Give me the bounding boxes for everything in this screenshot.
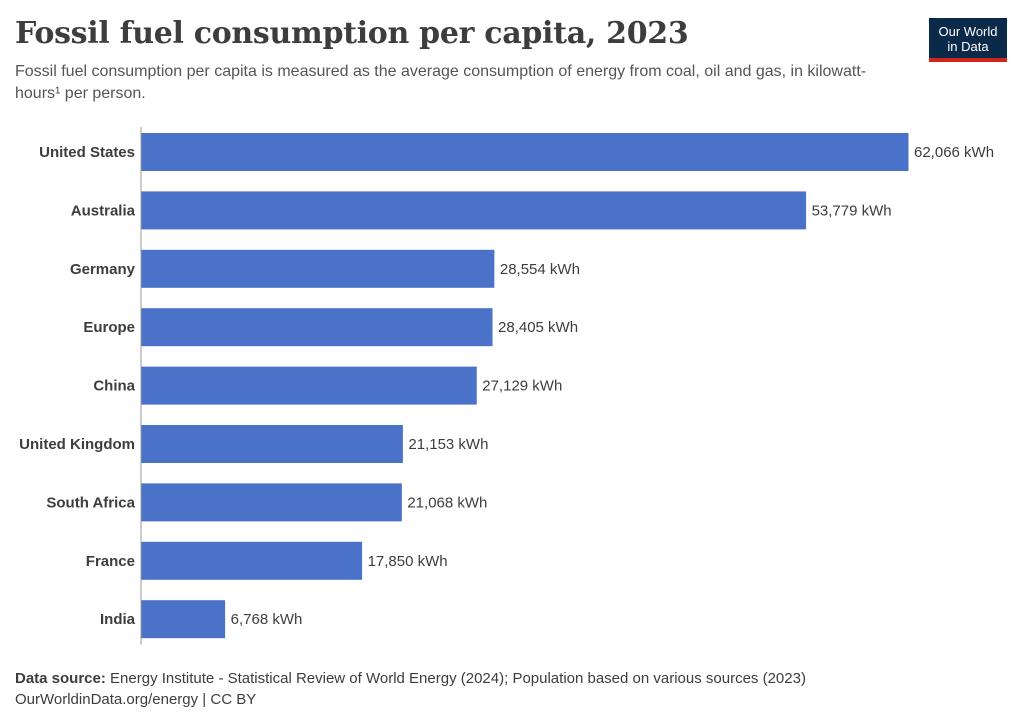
bar-europe[interactable]: [141, 308, 493, 347]
source-text: Energy Institute - Statistical Review of…: [110, 670, 806, 687]
source-label: Data source:: [15, 670, 106, 687]
bar-france[interactable]: [141, 541, 363, 580]
owid-logo[interactable]: Our World in Data: [929, 18, 1007, 62]
bar-united-states[interactable]: [141, 133, 909, 171]
data-source-line: Data source: Energy Institute - Statisti…: [15, 668, 1015, 689]
category-label-south-africa: South Africa: [46, 494, 135, 511]
category-label-germany: Germany: [70, 261, 136, 278]
bar-australia[interactable]: [141, 191, 807, 230]
category-label-united-kingdom: United Kingdom: [19, 436, 135, 453]
logo-line-1: Our World: [938, 24, 998, 39]
value-label-germany: 28,554 kWh: [500, 261, 580, 278]
value-label-united-states: 62,066 kWh: [914, 144, 994, 161]
credit-line[interactable]: OurWorldinData.org/energy | CC BY: [15, 691, 257, 708]
category-label-united-states: United States: [39, 144, 135, 161]
category-label-australia: Australia: [71, 202, 136, 219]
chart-subtitle: Fossil fuel consumption per capita is me…: [15, 63, 867, 102]
value-label-united-kingdom: 21,153 kWh: [408, 436, 488, 453]
value-label-france: 17,850 kWh: [368, 553, 448, 570]
bar-germany[interactable]: [141, 249, 495, 288]
bar-south-africa[interactable]: [141, 483, 402, 522]
bar-india[interactable]: [141, 600, 226, 639]
value-label-china: 27,129 kWh: [482, 378, 562, 395]
chart-footer: Data source: Energy Institute - Statisti…: [15, 668, 1015, 710]
logo-line-2: in Data: [947, 39, 989, 54]
bar-china[interactable]: [141, 366, 477, 405]
category-label-france: France: [86, 553, 135, 570]
chart-title: Fossil fuel consumption per capita, 2023: [15, 16, 689, 51]
category-label-europe: Europe: [83, 319, 135, 336]
category-label-india: India: [100, 611, 136, 628]
value-label-europe: 28,405 kWh: [498, 319, 578, 336]
value-label-india: 6,768 kWh: [231, 611, 303, 628]
value-label-australia: 53,779 kWh: [812, 202, 892, 219]
value-label-south-africa: 21,068 kWh: [407, 494, 487, 511]
bar-chart: United States 62,066 kWh Australia 53,779 k…: [19, 127, 994, 645]
category-label-china: China: [93, 378, 135, 395]
bar-united-kingdom[interactable]: [141, 425, 403, 463]
